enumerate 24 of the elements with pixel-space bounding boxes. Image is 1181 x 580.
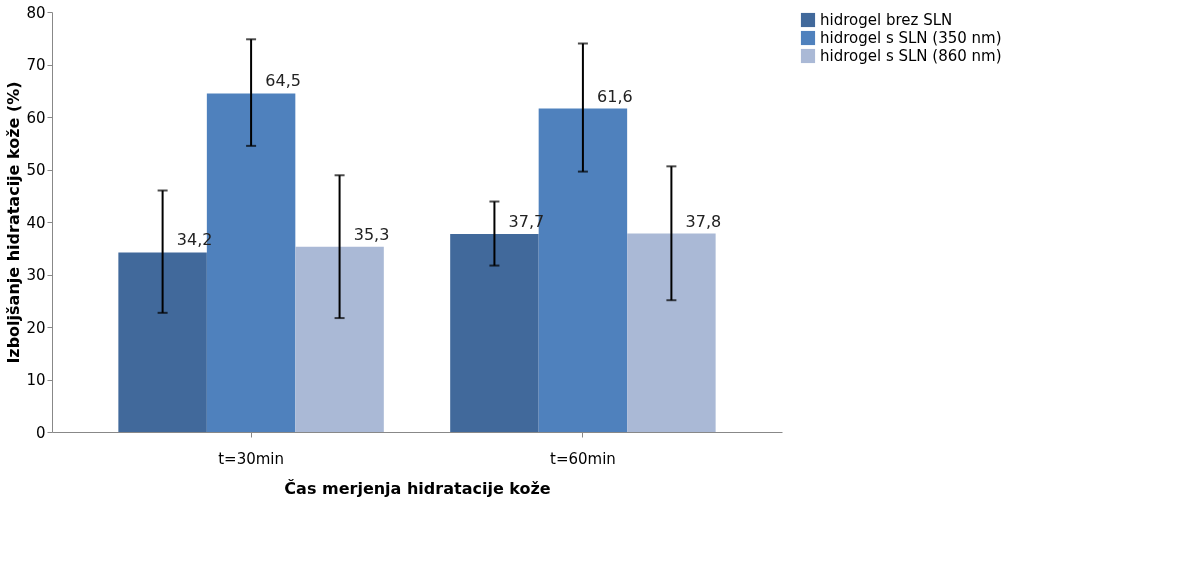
y-tick-label: 70 <box>26 56 46 74</box>
bar <box>450 234 539 432</box>
data-label: 35,3 <box>353 224 390 244</box>
data-label: 37,8 <box>685 211 722 231</box>
bar <box>627 233 716 432</box>
legend-label: hidrogel brez SLN <box>820 11 953 29</box>
x-tick-label: t=60min <box>550 449 616 468</box>
y-axis-title: Izboljšanje hidratacije kože (%) <box>4 81 24 364</box>
data-label: 61,6 <box>597 86 633 106</box>
legend-label: hidrogel s SLN (350 nm) <box>820 29 1002 47</box>
y-tick-label: 20 <box>26 318 46 337</box>
y-tick-label: 50 <box>26 161 46 179</box>
y-tick-label: 10 <box>26 371 46 389</box>
legend-label: hidrogel s SLN (860 nm) <box>820 47 1002 65</box>
y-tick-label: 80 <box>26 3 46 22</box>
y-tick-label: 60 <box>26 108 46 127</box>
x-tick-label: t=30min <box>218 449 284 468</box>
y-tick-label: 0 <box>35 423 46 442</box>
y-tick-label: 30 <box>26 266 46 284</box>
y-tick-label: 40 <box>26 213 46 232</box>
bar <box>295 246 384 432</box>
data-label: 64,5 <box>265 71 301 91</box>
x-axis-title: Čas merjenja hidratacije kože <box>284 478 551 498</box>
bar <box>118 252 207 432</box>
